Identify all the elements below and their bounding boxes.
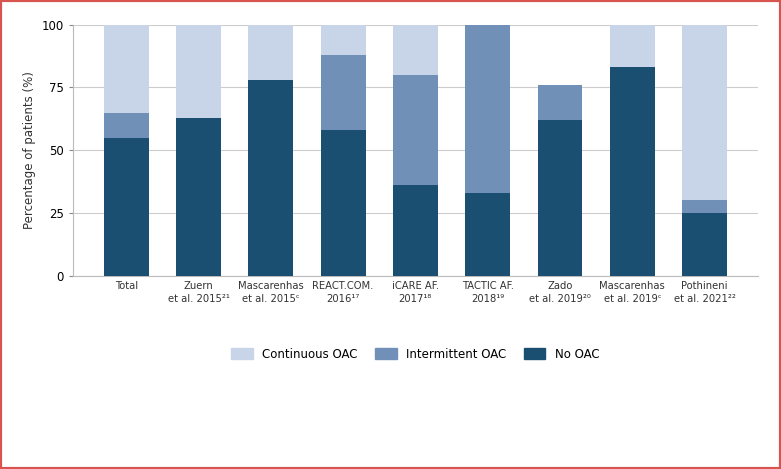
Bar xyxy=(610,25,654,68)
Y-axis label: Percentage of patients (%): Percentage of patients (%) xyxy=(23,71,36,229)
Bar xyxy=(321,25,366,55)
Bar xyxy=(393,25,438,75)
Bar xyxy=(393,75,438,185)
Bar xyxy=(682,213,727,276)
Bar xyxy=(610,68,654,276)
Bar xyxy=(104,138,148,276)
Bar xyxy=(465,193,510,276)
Bar xyxy=(537,85,583,120)
Bar xyxy=(321,130,366,276)
Bar xyxy=(104,113,148,138)
Bar xyxy=(682,25,727,200)
Bar xyxy=(682,200,727,213)
Bar xyxy=(537,120,583,276)
Legend: Continuous OAC, Intermittent OAC, No OAC: Continuous OAC, Intermittent OAC, No OAC xyxy=(226,343,604,365)
Bar xyxy=(321,55,366,130)
Bar xyxy=(176,118,221,276)
Bar xyxy=(465,25,510,193)
Bar xyxy=(248,25,293,80)
Bar xyxy=(393,185,438,276)
Bar xyxy=(248,80,293,276)
Bar xyxy=(176,25,221,118)
Bar xyxy=(104,25,148,113)
